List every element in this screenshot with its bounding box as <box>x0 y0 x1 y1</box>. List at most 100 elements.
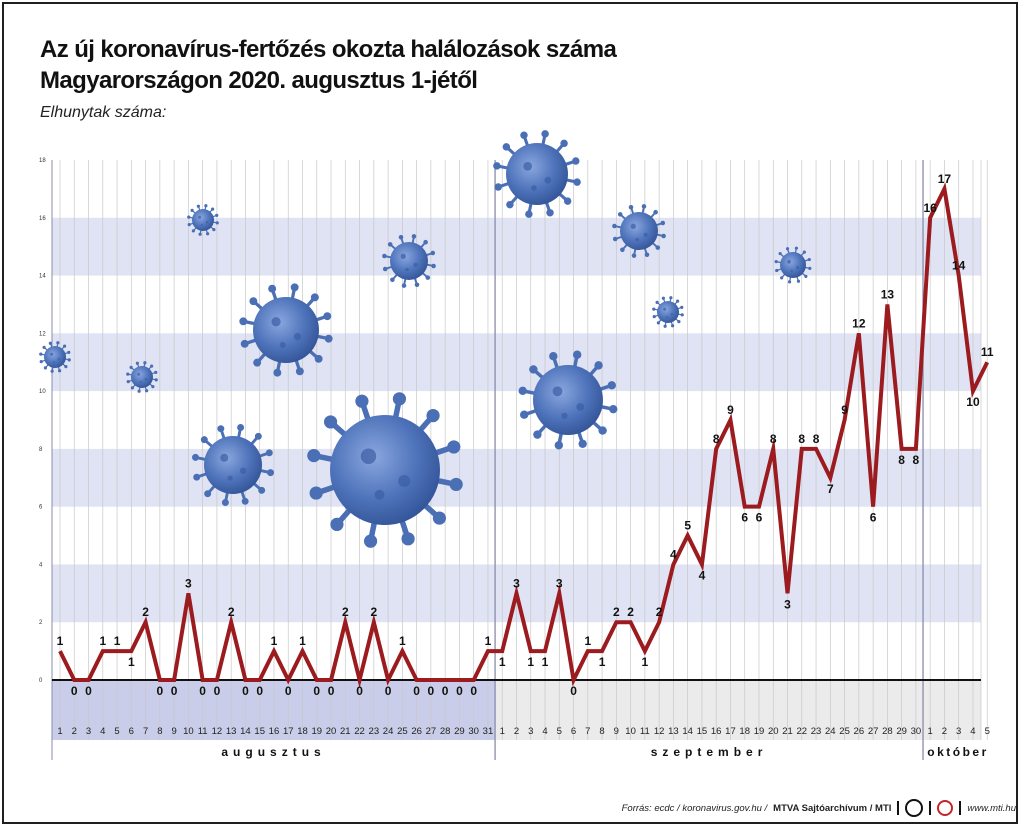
y-axis-label: Elhunytak száma: <box>40 104 167 121</box>
mtva-logo-icon <box>905 799 924 817</box>
x-tick-label: 24 <box>825 726 836 737</box>
data-label: 1 <box>114 634 121 648</box>
data-label: 1 <box>399 634 406 648</box>
x-tick-label: 10 <box>625 726 636 737</box>
x-tick-label: 25 <box>839 726 850 737</box>
y-tick-label: 10 <box>39 389 46 395</box>
deaths-series <box>58 182 990 689</box>
x-tick-label: 5 <box>985 726 990 737</box>
x-tick-label: 17 <box>725 726 736 737</box>
y-axis-ticks: 0 2 4 6 8 10 12 14 16 18 <box>39 158 46 684</box>
x-tick-label: 11 <box>198 726 208 737</box>
data-label: 0 <box>214 684 221 698</box>
website-link[interactable]: www.mti.hu <box>967 802 1016 814</box>
data-label: 17 <box>938 172 952 186</box>
data-label: 2 <box>627 605 634 619</box>
x-tick-label: 5 <box>557 726 562 737</box>
virus-icon <box>382 234 436 288</box>
data-label: 2 <box>342 605 349 619</box>
data-label: 12 <box>852 316 866 330</box>
x-tick-label: 9 <box>171 726 176 737</box>
data-label: 1 <box>271 634 278 648</box>
virus-icon <box>493 130 581 218</box>
virus-icon <box>187 204 219 236</box>
data-label: 3 <box>513 576 520 590</box>
data-label: 11 <box>981 345 994 359</box>
data-label: 1 <box>584 634 591 648</box>
data-label: 0 <box>570 684 577 698</box>
x-tick-label: 19 <box>311 726 322 737</box>
x-tick-label: 14 <box>240 726 251 737</box>
data-label: 8 <box>898 453 905 467</box>
data-label: 6 <box>870 511 877 525</box>
virus-icon <box>39 341 71 373</box>
august-axis-band <box>52 680 496 740</box>
x-tick-label: 28 <box>882 726 893 737</box>
data-label: 1 <box>542 655 549 669</box>
data-label: 0 <box>71 684 78 698</box>
data-label: 10 <box>966 395 980 409</box>
data-label: 16 <box>923 201 937 215</box>
data-label: 0 <box>285 684 292 698</box>
data-label: 1 <box>527 655 534 669</box>
x-tick-label: 20 <box>326 726 337 737</box>
virus-illustrations <box>39 130 812 548</box>
data-label: 0 <box>413 684 420 698</box>
title-line-2: Magyarországon 2020. augusztus 1-jétől <box>40 67 478 94</box>
data-label: 3 <box>784 597 791 611</box>
data-label: 14 <box>952 259 966 273</box>
x-tick-label: 13 <box>226 726 237 737</box>
data-label: 2 <box>142 605 149 619</box>
data-label: 0 <box>242 684 249 698</box>
separator <box>897 801 900 815</box>
y-tick-label: 14 <box>39 274 46 280</box>
x-tick-label: 9 <box>614 726 619 737</box>
data-label: 8 <box>798 432 805 446</box>
x-tick-label: 10 <box>183 726 194 737</box>
data-label: 5 <box>684 519 691 533</box>
virus-icon <box>307 392 463 548</box>
data-label: 3 <box>556 576 563 590</box>
separator <box>929 801 932 815</box>
x-tick-label: 2 <box>514 726 519 737</box>
archive-text: MTVA Sajtóarchívum / MTI <box>773 802 892 814</box>
x-tick-label: 15 <box>254 726 265 737</box>
data-label: 0 <box>313 684 320 698</box>
x-tick-label: 29 <box>454 726 465 737</box>
virus-icon <box>612 204 666 258</box>
data-label: 3 <box>185 576 192 590</box>
x-tick-label: 6 <box>129 726 134 737</box>
data-label: 9 <box>841 403 848 417</box>
x-tick-label: 21 <box>340 726 351 737</box>
data-label: 4 <box>670 547 677 561</box>
x-tick-label: 1 <box>928 726 933 737</box>
data-label: 8 <box>713 432 720 446</box>
virus-icon <box>652 296 684 328</box>
x-tick-label: 15 <box>697 726 708 737</box>
x-tick-label: 3 <box>86 726 91 737</box>
x-tick-label: 29 <box>896 726 907 737</box>
x-tick-label: 27 <box>868 726 879 737</box>
data-label: 0 <box>328 684 335 698</box>
data-label: 1 <box>128 655 135 669</box>
separator <box>959 801 962 815</box>
data-label: 0 <box>171 684 178 698</box>
y-tick-label: 6 <box>39 505 43 511</box>
x-tick-label: 8 <box>599 726 604 737</box>
x-tick-label: 22 <box>796 726 807 737</box>
data-label: 1 <box>599 655 606 669</box>
data-label: 0 <box>356 684 363 698</box>
x-tick-label: 8 <box>157 726 162 737</box>
data-label: 0 <box>256 684 263 698</box>
x-tick-label: 18 <box>297 726 308 737</box>
data-label: 0 <box>470 684 477 698</box>
data-label: 9 <box>727 403 734 417</box>
x-tick-label: 23 <box>811 726 822 737</box>
data-label: 8 <box>770 432 777 446</box>
x-tick-label: 12 <box>212 726 223 737</box>
data-label: 1 <box>99 634 106 648</box>
x-tick-label: 28 <box>440 726 451 737</box>
virus-icon <box>518 350 618 450</box>
x-tick-label: 16 <box>269 726 280 737</box>
